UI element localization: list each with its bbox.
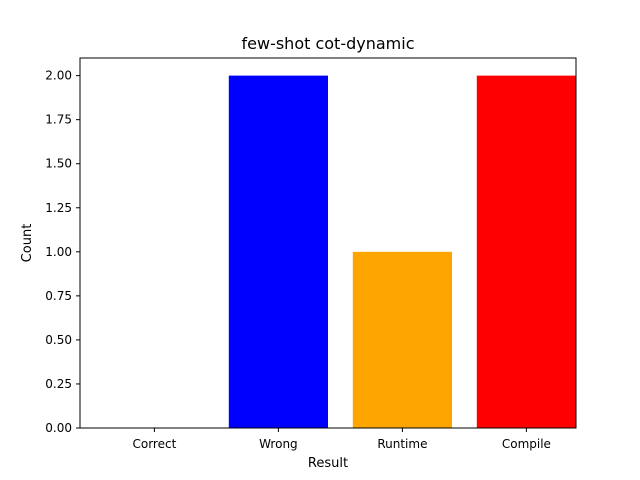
y-tick-label: 1.75 xyxy=(45,113,72,127)
y-tick-label: 0.50 xyxy=(45,333,72,347)
x-axis-label: Result xyxy=(308,456,348,471)
y-axis-label: Count xyxy=(20,224,35,263)
plot-frame xyxy=(79,57,577,429)
y-tick-label: 1.50 xyxy=(45,157,72,171)
y-tick-label: 2.00 xyxy=(45,69,72,83)
x-tick-label-wrong: Wrong xyxy=(259,437,298,451)
y-tick-label: 0.25 xyxy=(45,377,72,391)
bars-group xyxy=(228,75,576,428)
x-axis-ticks: Correct Wrong Runtime Compile xyxy=(132,428,551,451)
x-tick-label-correct: Correct xyxy=(132,437,176,451)
bar-compile xyxy=(476,75,576,428)
y-tick-label: 1.25 xyxy=(45,201,72,215)
chart-title: few-shot cot-dynamic xyxy=(242,34,415,53)
bar-runtime xyxy=(352,251,452,428)
y-tick-label: 0.00 xyxy=(45,421,72,435)
y-axis-ticks: 0.00 0.25 0.50 0.75 1.00 1.25 1.50 1.75 2.00 xyxy=(45,69,80,435)
x-tick-label-compile: Compile xyxy=(502,437,551,451)
y-tick-label: 0.75 xyxy=(45,289,72,303)
bar-wrong xyxy=(228,75,328,428)
x-tick-label-runtime: Runtime xyxy=(377,437,427,451)
y-tick-label: 1.00 xyxy=(45,245,72,259)
